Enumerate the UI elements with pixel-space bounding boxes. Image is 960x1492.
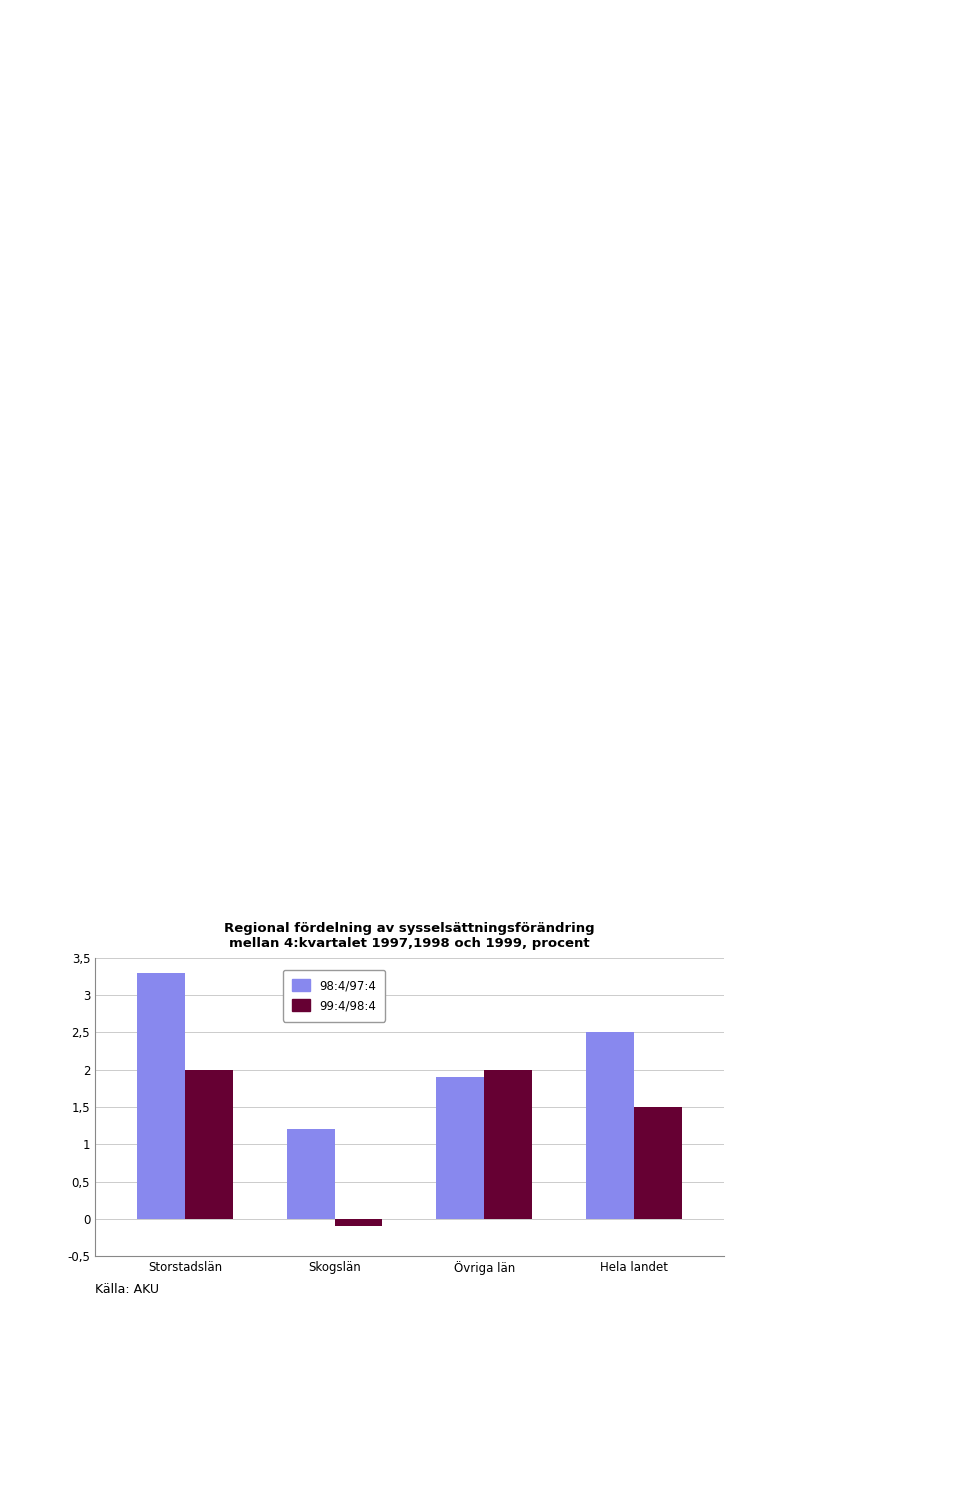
Bar xyxy=(437,1077,484,1219)
Legend: 98:4/97:4, 99:4/98:4: 98:4/97:4, 99:4/98:4 xyxy=(282,970,386,1022)
Bar xyxy=(287,1129,335,1219)
Bar xyxy=(137,973,185,1219)
Title: Regional fördelning av sysselsättningsförändring
mellan 4:kvartalet 1997,1998 oc: Regional fördelning av sysselsättningsfö… xyxy=(224,922,595,950)
Bar xyxy=(484,1070,532,1219)
Bar xyxy=(335,1219,382,1226)
Text: Källa: AKU: Källa: AKU xyxy=(95,1283,159,1297)
Bar xyxy=(587,1032,634,1219)
Bar xyxy=(634,1107,682,1219)
Bar xyxy=(185,1070,232,1219)
